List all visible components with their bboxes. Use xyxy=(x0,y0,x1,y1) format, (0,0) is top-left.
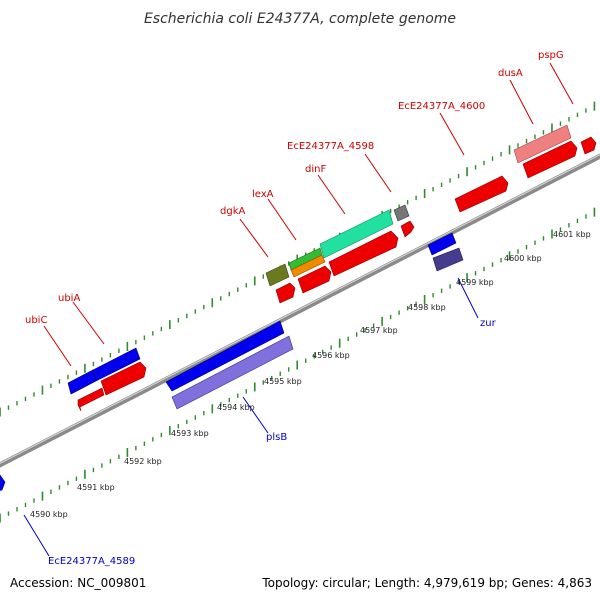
gene-dinF[interactable] xyxy=(319,209,394,259)
tick-label-4598: 4598 kbp xyxy=(408,303,446,312)
label-pspG[interactable]: pspG xyxy=(538,50,564,61)
label-plsB[interactable]: plsB xyxy=(266,432,287,443)
gene-EcE24377A_4589[interactable] xyxy=(0,474,6,492)
tick-label-4590: 4590 kbp xyxy=(30,510,68,519)
gene-arrow-dinF-fwd[interactable] xyxy=(328,230,399,277)
label-dusA[interactable]: dusA xyxy=(498,68,523,79)
gene-dusA[interactable] xyxy=(513,124,572,164)
tick-label-4594: 4594 kbp xyxy=(217,403,255,412)
genome-backbone-highlight xyxy=(0,154,600,464)
gene-arrow-dusA-fwd[interactable] xyxy=(522,140,578,179)
kbp-scale: 4590 kbp 4591 kbp 4592 kbp 4593 kbp 4594… xyxy=(30,230,591,519)
label-dgkA[interactable]: dgkA xyxy=(220,206,245,217)
gene-arrow-ubiC-fwd[interactable] xyxy=(77,387,105,412)
label-leaders xyxy=(23,62,574,557)
tick-label-4595: 4595 kbp xyxy=(264,377,302,386)
topology-text: Topology: circular; Length: 4,979,619 bp… xyxy=(261,576,592,590)
gene-arrow-4600-fwd[interactable] xyxy=(454,175,509,213)
tick-label-4596: 4596 kbp xyxy=(312,351,350,360)
tick-label-4591: 4591 kbp xyxy=(77,483,115,492)
gene-features xyxy=(0,124,597,492)
genome-backbone xyxy=(0,153,600,468)
gene-zur-2[interactable] xyxy=(432,247,464,272)
tick-label-4593: 4593 kbp xyxy=(171,429,209,438)
tick-label-4597: 4597 kbp xyxy=(360,326,398,335)
tick-label-4601: 4601 kbp xyxy=(553,230,591,239)
tick-label-4600: 4600 kbp xyxy=(504,254,542,263)
label-zur[interactable]: zur xyxy=(480,318,497,329)
gene-zur[interactable] xyxy=(427,232,457,256)
accession-text: Accession: NC_009801 xyxy=(10,576,146,590)
gene-arrow-4598-fwd[interactable] xyxy=(400,220,415,238)
gene-dgkA[interactable] xyxy=(265,263,290,287)
gene-labels: ubiC ubiA dgkA lexA dinF EcE24377A_4598 … xyxy=(25,50,564,567)
gene-arrow-pspG-fwd[interactable] xyxy=(580,136,597,155)
gene-ubiC[interactable] xyxy=(67,369,97,395)
gene-ubiA[interactable] xyxy=(92,347,141,382)
inner-tick-row xyxy=(0,207,596,523)
gene-arrow-dgkA-fwd[interactable] xyxy=(275,282,296,304)
label-EcE24377A_4598[interactable]: EcE24377A_4598 xyxy=(287,141,374,152)
gene-lexA-2[interactable] xyxy=(290,254,326,278)
tick-label-4592: 4592 kbp xyxy=(124,457,162,466)
label-dinF[interactable]: dinF xyxy=(305,164,326,175)
label-ubiA[interactable]: ubiA xyxy=(58,293,80,304)
map-title: Escherichia coli E24377A, complete genom… xyxy=(144,11,456,27)
gene-arrow-lexA-fwd[interactable] xyxy=(297,265,332,294)
label-ubiC[interactable]: ubiC xyxy=(25,315,47,326)
tick-label-4599: 4599 kbp xyxy=(456,278,494,287)
label-EcE24377A_4589[interactable]: EcE24377A_4589 xyxy=(48,556,135,567)
gene-plsB-2[interactable] xyxy=(171,335,294,410)
gene-arrow-ubiA-fwd[interactable] xyxy=(100,361,147,396)
label-EcE24377A_4600[interactable]: EcE24377A_4600 xyxy=(398,101,485,112)
gene-EcE24377A_4598[interactable] xyxy=(393,204,410,222)
label-lexA[interactable]: lexA xyxy=(252,189,274,200)
gene-plsB[interactable] xyxy=(165,320,285,392)
